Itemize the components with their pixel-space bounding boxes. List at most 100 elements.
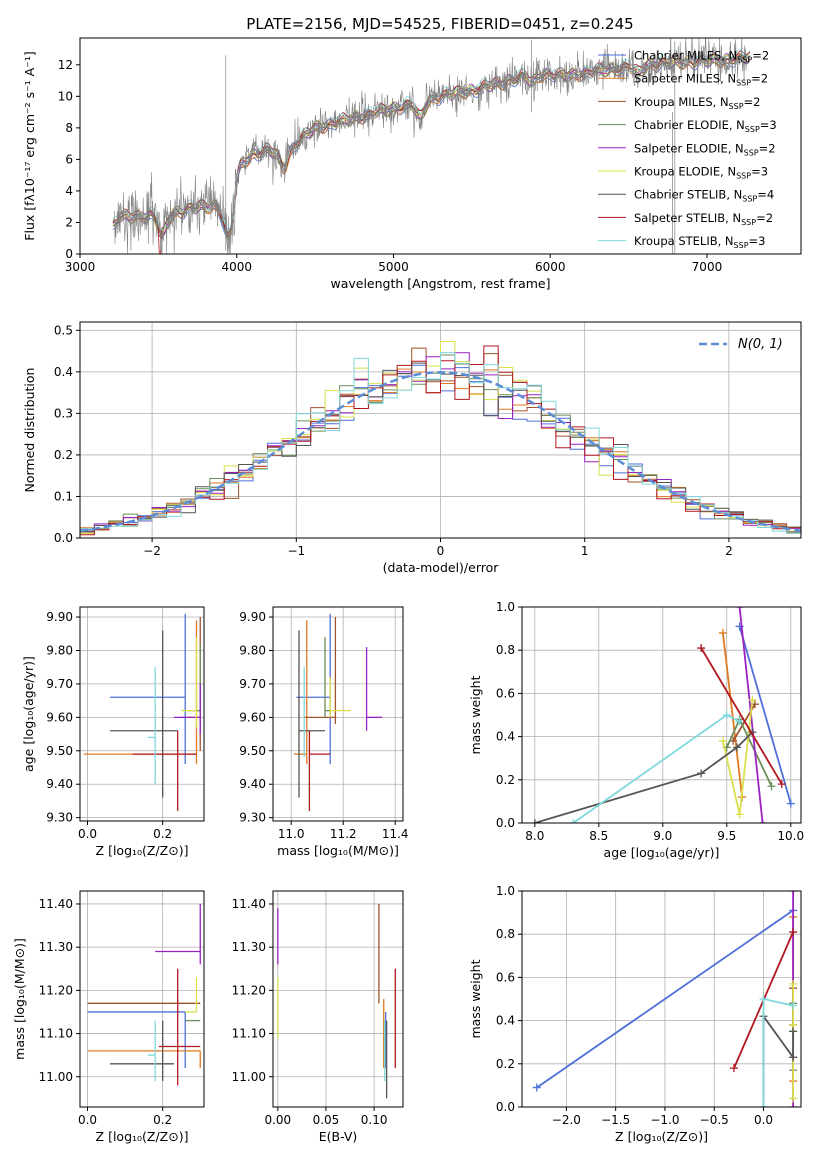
axes-frame <box>79 321 802 539</box>
x-tick-label: −2 <box>143 544 161 558</box>
weight-marker <box>789 1103 798 1107</box>
weight-marker <box>735 810 744 819</box>
y-tick-label: 11.40 <box>232 897 266 911</box>
weight-line <box>762 1013 794 1107</box>
weight-marker <box>735 717 744 726</box>
y-tick-label: 0 <box>65 247 73 261</box>
y-tick-label: 0.3 <box>54 406 73 420</box>
x-tick-label: 0.05 <box>313 1113 340 1127</box>
weight-marker <box>697 644 706 653</box>
y-tick-label: 0.6 <box>496 970 515 984</box>
x-axis-label: age [log₁₀(age/yr)] <box>604 845 720 860</box>
plot-area <box>83 613 201 811</box>
gaussian-curve <box>80 371 801 532</box>
y-tick-label: 9.50 <box>46 744 73 758</box>
y-tick-label: 11.20 <box>232 983 266 997</box>
x-tick-label: −1.0 <box>650 1113 679 1127</box>
legend-label: Salpeter STELIB, NSSP=2 <box>634 211 773 227</box>
weight-line <box>700 647 783 785</box>
y-tick-label: 9.90 <box>46 610 73 624</box>
residual-histogram <box>80 352 801 534</box>
plot-area <box>112 38 751 254</box>
y-tick-label: 11.30 <box>232 940 266 954</box>
weight-marker <box>777 780 786 789</box>
x-tick-label: 2 <box>725 544 733 558</box>
axes-frame <box>272 890 404 1108</box>
legend-label: Salpeter ELODIE, NSSP=2 <box>634 141 776 157</box>
plot-area <box>530 607 795 823</box>
y-axis-label: mass weight <box>468 959 483 1038</box>
x-tick-label: 10.0 <box>777 829 804 843</box>
weight-marker <box>789 1001 798 1010</box>
weight-marker <box>729 1064 738 1073</box>
y-tick-label: 0.0 <box>54 531 73 545</box>
panel-residuals: −2 −1 0 1 2 0.0 0.1 0.2 0.3 0.4 0.5 (data-model)/er… <box>22 321 802 575</box>
axes-frame <box>521 606 802 824</box>
observed-spectrum-line <box>114 38 748 254</box>
weight-marker <box>759 1103 768 1107</box>
y-tick-label: 11.10 <box>232 1027 266 1041</box>
y-tick-label: 11.30 <box>39 940 73 954</box>
y-tick-label: 0.6 <box>496 686 515 700</box>
weight-marker <box>789 1027 798 1036</box>
x-tick-label: 0.2 <box>153 827 172 841</box>
y-tick-label: 1.0 <box>496 600 515 614</box>
weight-marker <box>718 628 727 637</box>
x-tick-label: 0.0 <box>78 827 97 841</box>
x-tick-label: 5000 <box>378 260 409 274</box>
weight-marker <box>767 782 776 791</box>
weight-marker <box>748 695 757 704</box>
gauss-legend-label: N(0, 1) <box>738 337 783 352</box>
y-tick-label: 0.4 <box>54 365 73 379</box>
y-tick-label: 0.4 <box>496 1014 515 1028</box>
x-tick-label: 11.2 <box>330 827 357 841</box>
weight-line <box>738 626 792 804</box>
legend-label: Kroupa ELODIE, NSSP=3 <box>634 165 768 181</box>
weight-marker <box>532 1083 541 1092</box>
y-tick-label: 10 <box>58 89 73 103</box>
x-tick-label: −2.0 <box>552 1113 581 1127</box>
axes-frame <box>272 606 404 822</box>
x-axis-label: Z [log₁₀(Z/Z⊙)] <box>615 1129 708 1144</box>
panel-spectrum: 3000 4000 5000 6000 7000 0 2 4 6 8 10 12 wavelength … <box>22 37 802 291</box>
figure-title: PLATE=2156, MJD=54525, FIBERID=0451, z=0… <box>246 15 633 33</box>
axes-frame <box>79 37 802 255</box>
x-axis-label: Z [log₁₀(Z/Z⊙)] <box>96 1129 189 1144</box>
x-tick-label: 4000 <box>221 260 252 274</box>
legend-label: Kroupa MILES, NSSP=2 <box>634 95 760 111</box>
legend-label: Chabrier ELODIE, NSSP=3 <box>634 118 777 134</box>
panel-mass-vs-Z: 0.0 0.2 11.00 11.10 11.20 11.30 11.40 Z [log₁₀(… <box>12 890 205 1144</box>
y-tick-label: 0.0 <box>496 1100 515 1114</box>
weight-marker <box>735 607 744 611</box>
y-tick-label: 1.0 <box>496 884 515 898</box>
x-tick-label: 7000 <box>692 260 723 274</box>
y-tick-label: 9.40 <box>239 777 266 791</box>
axes-frame <box>521 890 802 1108</box>
legend-label: Chabrier MILES, NSSP=2 <box>634 49 769 65</box>
x-tick-label: 6000 <box>535 260 566 274</box>
y-tick-label: 0.8 <box>496 643 515 657</box>
y-tick-label: 0.0 <box>496 816 515 830</box>
x-axis-label: Z [log₁₀(Z/Z⊙)] <box>96 843 189 858</box>
plot-area <box>532 891 798 1107</box>
panel-age-vs-Z: 0.0 0.2 9.30 9.40 9.50 9.60 9.70 9.80 9.90 Z [log… <box>21 606 205 858</box>
y-tick-label: 9.50 <box>239 744 266 758</box>
x-tick-label: 0.2 <box>153 1113 172 1127</box>
legend-label: Chabrier STELIB, NSSP=4 <box>634 188 774 204</box>
weight-marker <box>789 1053 798 1062</box>
y-tick-label: 11.10 <box>39 1027 73 1041</box>
x-tick-label: 0.00 <box>264 1113 291 1127</box>
x-tick-label: −0.5 <box>700 1113 729 1127</box>
y-axis-label: mass [log₁₀(M/M⊙)] <box>12 938 27 1060</box>
y-tick-label: 11.00 <box>39 1070 73 1084</box>
weight-marker <box>789 891 798 895</box>
x-tick-label: 11.4 <box>382 827 409 841</box>
y-tick-label: 9.90 <box>239 610 266 624</box>
panel-weight-vs-Z: −2.0 −1.5 −1.0 −0.5 0.0 0.0 0.2 0.4 0.6 0.8 1.0 Z [… <box>468 884 802 1144</box>
y-tick-label: 9.70 <box>46 677 73 691</box>
y-tick-label: 9.80 <box>46 643 73 657</box>
panel-weight-vs-age: 8.0 8.5 9.0 9.5 10.0 0.0 0.2 0.4 0.6 0.8 1.0 age [l… <box>468 600 804 860</box>
y-tick-label: 11.00 <box>232 1070 266 1084</box>
y-tick-label: 6 <box>65 152 73 166</box>
